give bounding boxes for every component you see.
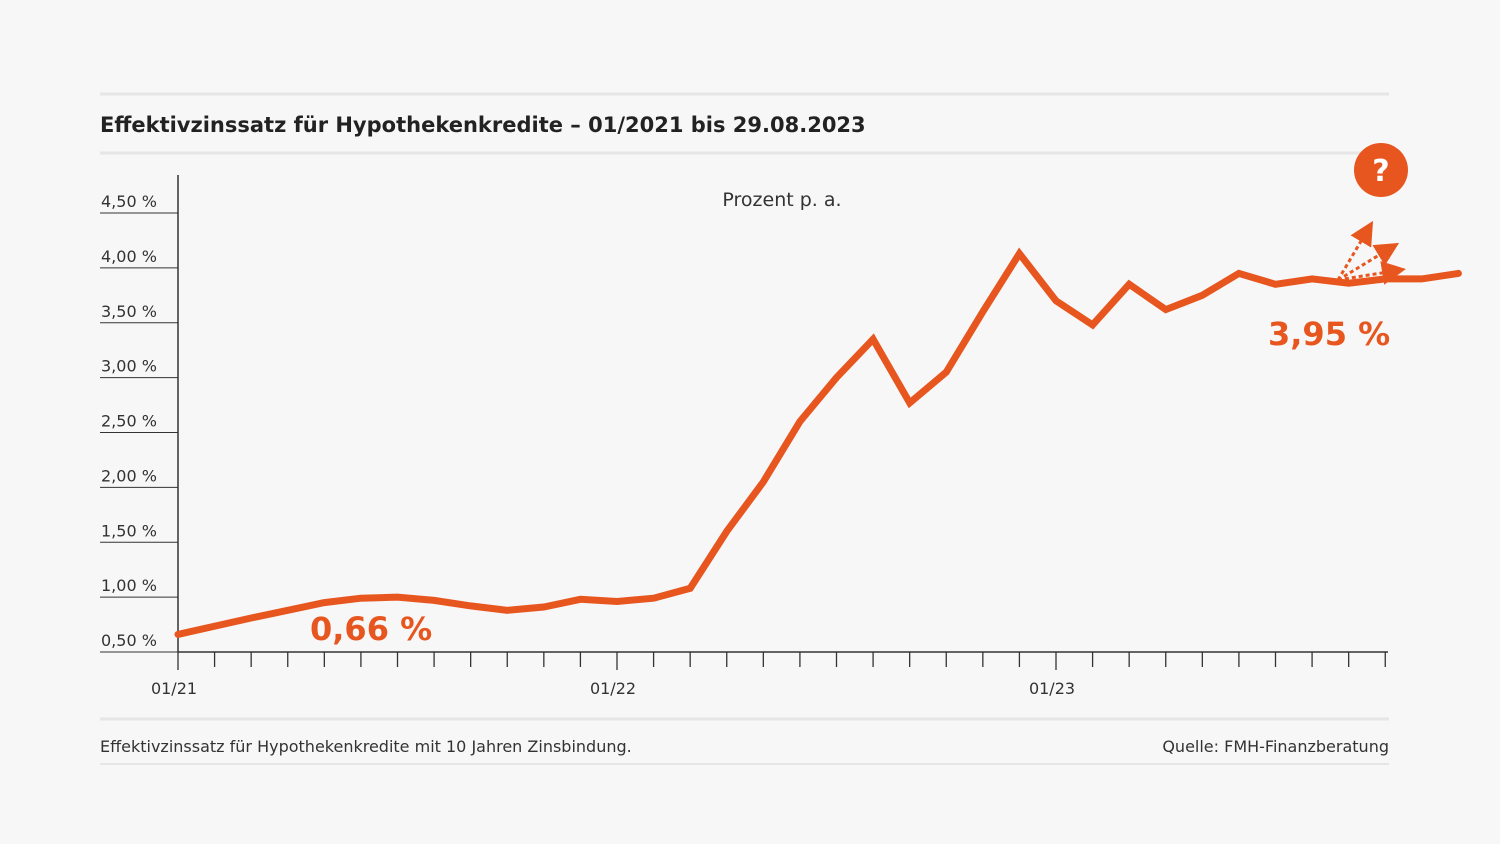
unit-label: Prozent p. a.	[722, 189, 841, 211]
y-tick-label: 4,00 %	[101, 247, 157, 266]
footnote: Effektivzinssatz für Hypothekenkredite m…	[100, 737, 632, 756]
question-circle	[1354, 143, 1408, 197]
y-axis: 0,50 % 1,00 % 1,50 % 2,00 % 2,50 % 3,00 % 3,50…	[100, 175, 179, 653]
forecast-arrow-up	[1336, 220, 1374, 281]
y-tick-label: 0,50 %	[101, 631, 157, 650]
forecast-arrow-flat	[1337, 261, 1406, 285]
x-tick-label: 01/22	[590, 679, 636, 698]
series-line	[174, 247, 1462, 638]
y-tick-label: 1,50 %	[101, 521, 157, 540]
x-tick-label: 01/23	[1029, 679, 1075, 698]
x-tick-label: 01/21	[151, 679, 197, 698]
source-credit: Quelle: FMH-Finanzberatung	[1162, 737, 1389, 756]
annotation-start-value: 0,66 %	[310, 610, 432, 648]
forecast-arrow-mid	[1337, 242, 1400, 282]
y-tick-label: 3,00 %	[101, 357, 157, 376]
x-axis: 01/21 01/22 01/23	[151, 651, 1388, 698]
series-layer	[174, 247, 1462, 638]
y-tick-label: 3,50 %	[101, 302, 157, 321]
chart-title: Effektivzinssatz für Hypothekenkredite –…	[100, 113, 866, 137]
y-tick-label: 2,00 %	[101, 466, 157, 485]
question-badge: ?	[1354, 143, 1408, 197]
y-tick-label: 2,50 %	[101, 412, 157, 431]
forecast-arrows	[1336, 220, 1406, 285]
y-tick-label: 4,50 %	[101, 192, 157, 211]
y-tick-label: 1,00 %	[101, 576, 157, 595]
question-mark-icon: ?	[1372, 154, 1389, 189]
annotation-current-value: 3,95 %	[1268, 315, 1390, 353]
